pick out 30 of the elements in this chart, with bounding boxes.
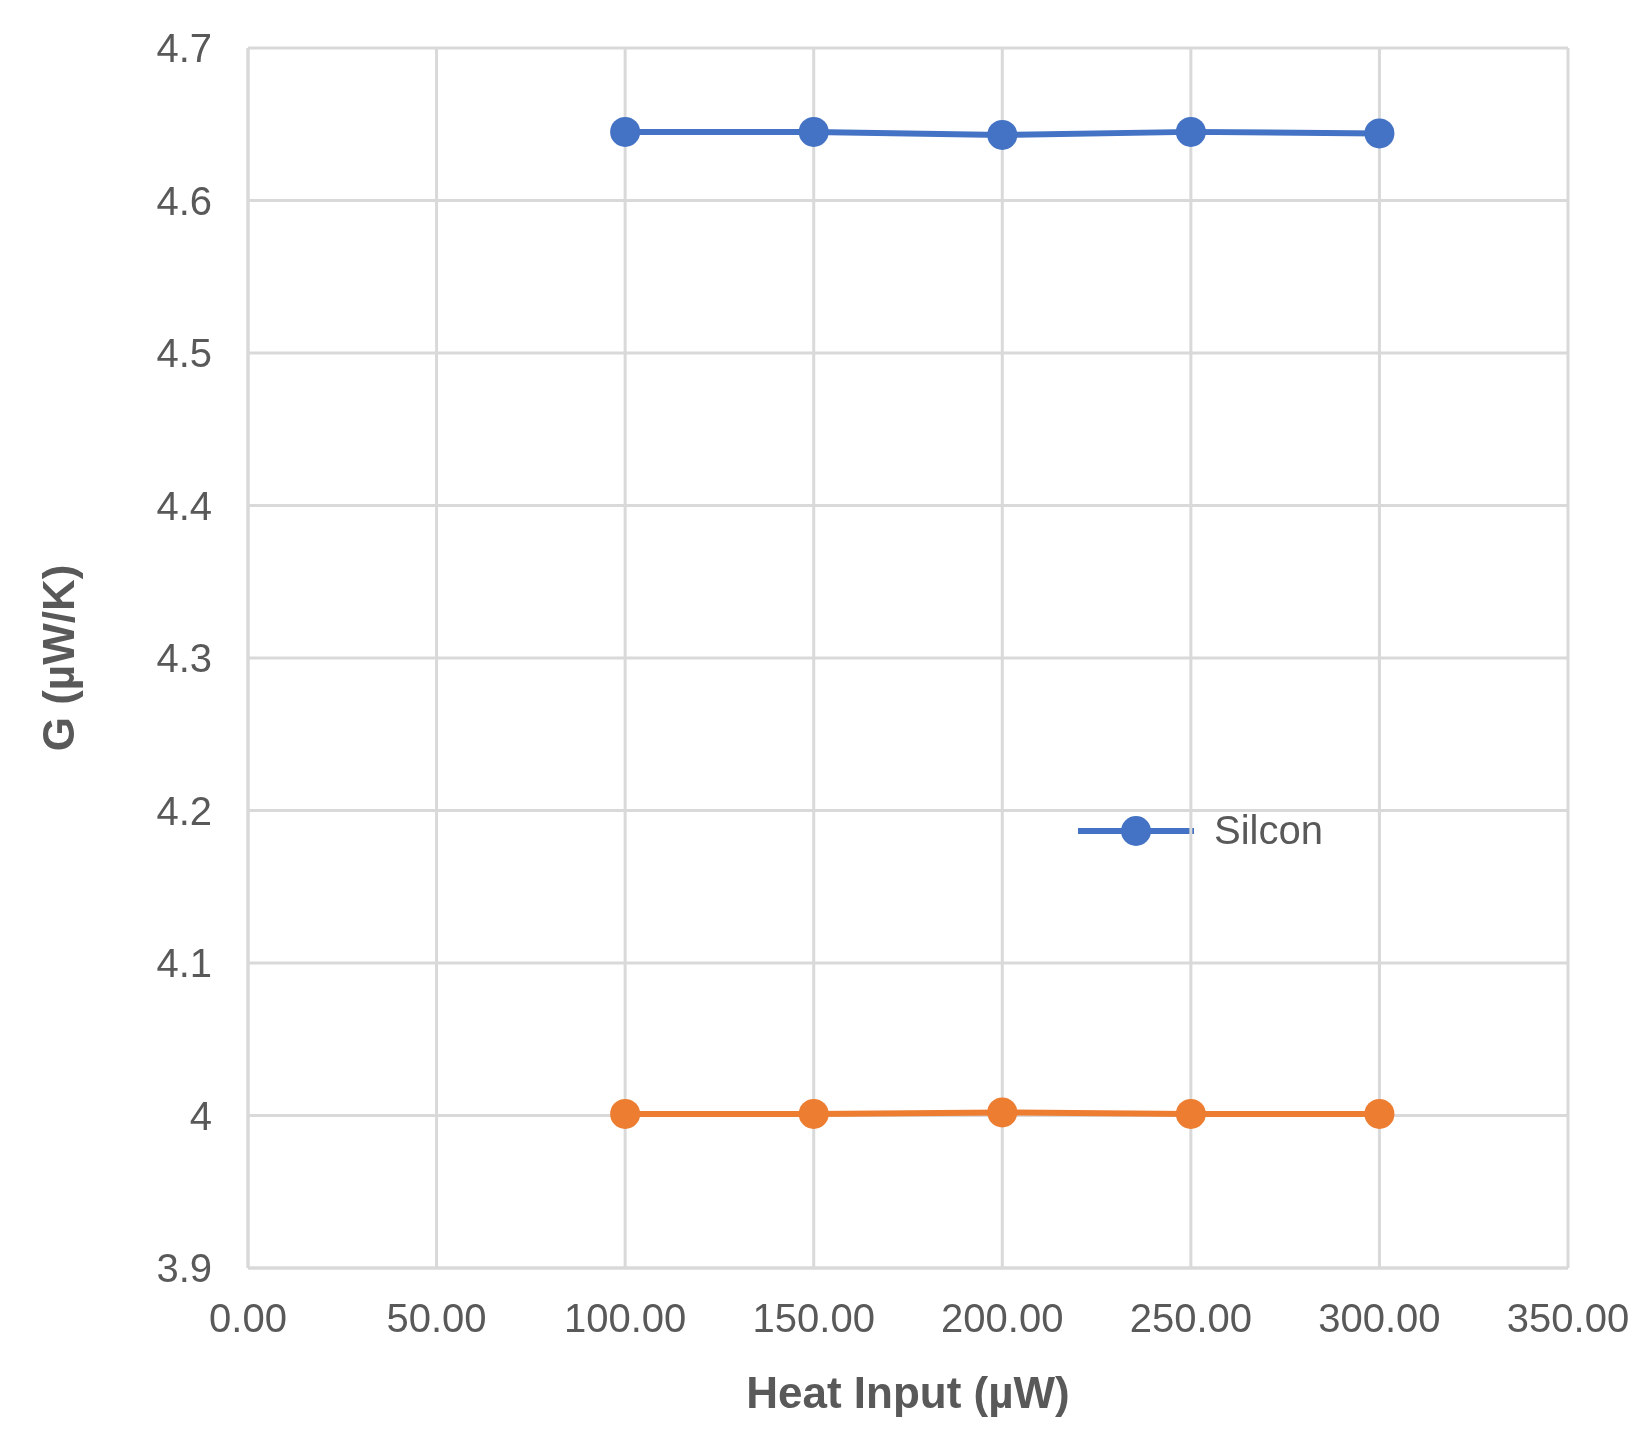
- point: [610, 1098, 641, 1129]
- y-tick-label: 4.3: [156, 636, 212, 681]
- y-tick-label: 4.6: [156, 178, 212, 223]
- point: [798, 1098, 829, 1129]
- y-tick-label: 4.7: [156, 26, 212, 71]
- x-tick-label: 50.00: [386, 1296, 487, 1341]
- y-tick-label: 3.9: [156, 1246, 212, 1291]
- y-tick-label: 4.2: [156, 788, 212, 833]
- point: [1364, 118, 1395, 149]
- x-tick-label: 200.00: [941, 1296, 1064, 1341]
- point: [798, 116, 829, 147]
- y-tick-label: 4: [189, 1093, 212, 1138]
- point: [1175, 116, 1206, 147]
- x-axis-title: Heat Input (µW): [746, 1368, 1070, 1417]
- point: [987, 119, 1018, 150]
- x-tick-label: 350.00: [1506, 1296, 1630, 1341]
- x-tick-label: 100.00: [563, 1296, 687, 1341]
- y-tick-label: 4.1: [156, 941, 212, 986]
- y-axis-title: G (µW/K): [33, 564, 83, 752]
- y-tick-label: 4.5: [156, 331, 212, 376]
- point: [987, 1097, 1018, 1128]
- y-tick-label: 4.4: [156, 483, 212, 528]
- x-tick-label: 150.00: [752, 1296, 875, 1341]
- x-tick-label: 300.00: [1318, 1296, 1441, 1341]
- legend-label: Silcon: [1214, 808, 1323, 853]
- point: [1175, 1098, 1206, 1129]
- point: [1364, 1098, 1395, 1129]
- x-tick-label: 0.00: [209, 1296, 287, 1341]
- x-tick-label: 250.00: [1129, 1296, 1253, 1341]
- point: [610, 116, 641, 147]
